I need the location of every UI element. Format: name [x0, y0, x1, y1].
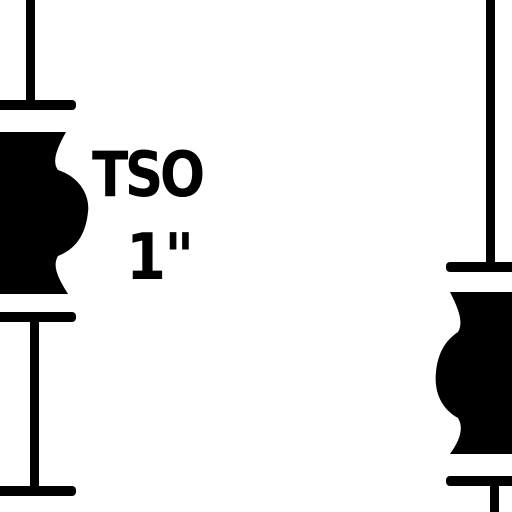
flange-right-bottom: [446, 476, 512, 486]
fitting-body-right: [435, 292, 512, 454]
pipe-segment-left-top: [26, 0, 35, 104]
flange-left-base: [0, 486, 76, 496]
pipe-segment-right-top: [486, 0, 495, 266]
fitting-body-left: [0, 132, 89, 294]
fitting-size-label: 1": [126, 221, 194, 295]
flange-left-top: [0, 100, 76, 110]
flange-left-bottom: [0, 312, 76, 322]
pipe-run-left: [0, 0, 89, 496]
fitting-type-label: TSO: [92, 138, 205, 211]
pipe-segment-left-bottom: [30, 320, 39, 488]
pipe-run-right: [435, 0, 512, 512]
pipe-segment-right-bottom: [490, 484, 499, 512]
flange-right-top: [446, 262, 512, 272]
